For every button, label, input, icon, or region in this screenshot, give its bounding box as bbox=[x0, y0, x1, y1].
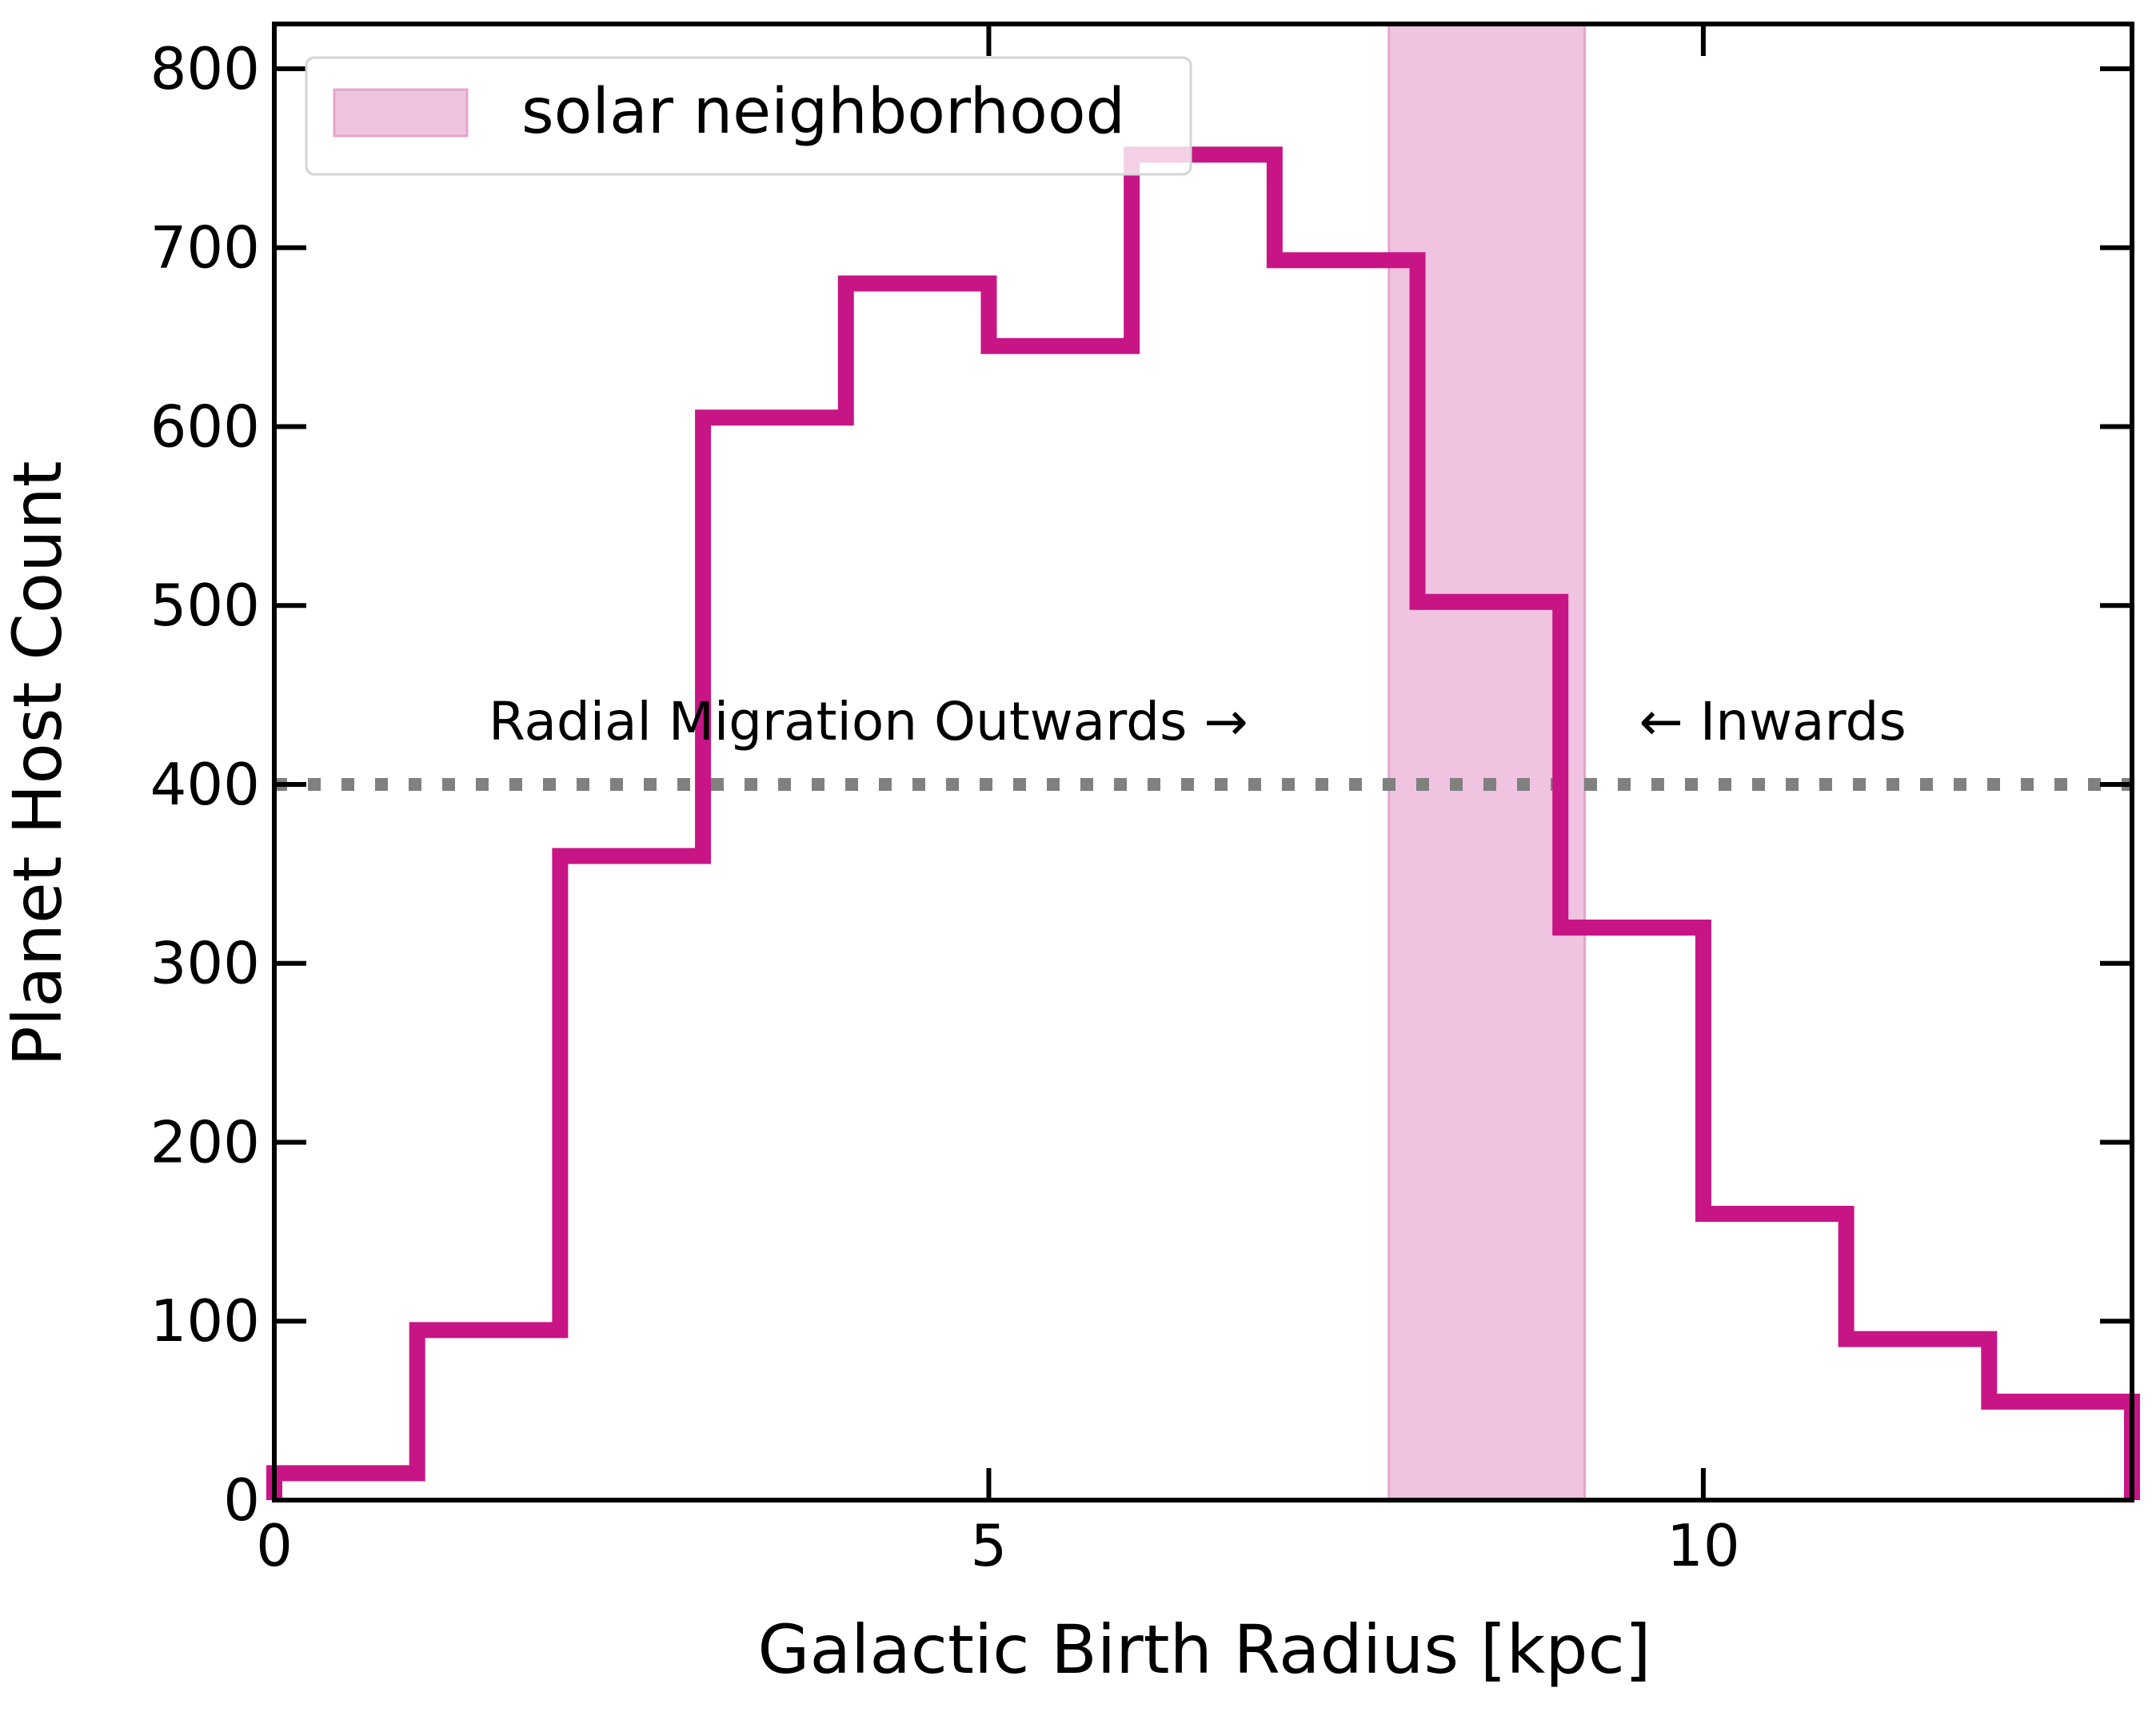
histogram-series bbox=[266, 146, 2140, 1500]
x-tick-label-2: 10 bbox=[1667, 1512, 1740, 1579]
y-tick-label-8: 800 bbox=[150, 35, 260, 102]
legend-swatch bbox=[333, 88, 469, 138]
histogram-bin-2 bbox=[560, 856, 703, 1500]
y-tick-label-4: 400 bbox=[150, 751, 260, 818]
histogram-bin-3 bbox=[703, 417, 846, 1500]
y-tick-label-1: 100 bbox=[150, 1287, 260, 1355]
y-axis-label: Planet Host Count bbox=[0, 461, 77, 1066]
histogram-bin-8 bbox=[1418, 602, 1561, 1500]
histogram-bin-0 bbox=[274, 1473, 417, 1500]
histogram-bin-11 bbox=[1847, 1339, 1990, 1500]
histogram-bin-5 bbox=[988, 346, 1132, 1500]
x-axis-label: Galactic Birth Radius [kpc] bbox=[757, 1610, 1651, 1689]
x-tick-label-1: 5 bbox=[971, 1512, 1008, 1579]
legend: solar neighborhood bbox=[305, 56, 1192, 176]
plot-frame bbox=[272, 22, 2134, 1502]
histogram-bin-12 bbox=[1989, 1402, 2132, 1500]
y-tick-label-2: 200 bbox=[150, 1108, 260, 1175]
y-tick-label-7: 700 bbox=[150, 214, 260, 281]
x-tick-label-0: 0 bbox=[256, 1512, 293, 1579]
legend-box bbox=[305, 56, 1192, 176]
y-tick-label-6: 600 bbox=[150, 393, 260, 460]
y-tick-label-3: 300 bbox=[150, 930, 260, 997]
histogram-bin-6 bbox=[1132, 154, 1275, 1500]
histogram-bin-4 bbox=[846, 283, 989, 1500]
histogram-bin-9 bbox=[1560, 928, 1703, 1500]
histogram-bin-1 bbox=[417, 1330, 561, 1500]
histogram-bin-10 bbox=[1703, 1214, 1847, 1500]
y-tick-label-0: 0 bbox=[223, 1467, 260, 1534]
annotation-inwards: ← Inwards bbox=[1639, 691, 1906, 752]
histogram-bin-7 bbox=[1275, 260, 1418, 1500]
legend-label: solar neighborhood bbox=[521, 76, 1125, 148]
y-tick-label-5: 500 bbox=[150, 572, 260, 639]
annotation-outwards: Radial Migration Outwards → bbox=[489, 691, 1248, 752]
